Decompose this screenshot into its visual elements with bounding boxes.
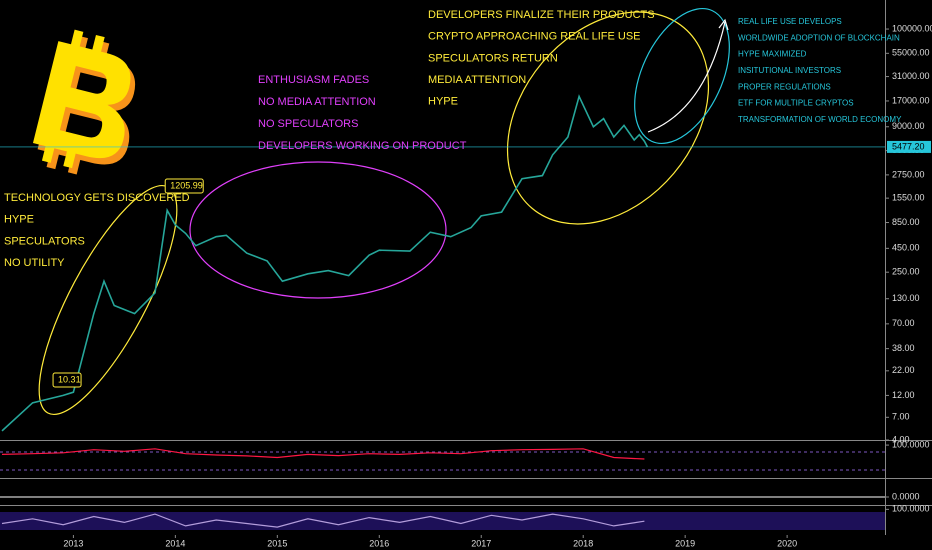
panel-separators [0, 0, 932, 535]
y-tick-label: 12.00 [892, 390, 915, 400]
y-tick-label: 9000.00 [892, 121, 925, 131]
annotation: TECHNOLOGY GETS DISCOVERED [4, 192, 190, 204]
y-tick-label: 100000.00 [892, 23, 932, 33]
price-label-box [52, 372, 82, 388]
y-tick-label: 100.0000 [892, 504, 930, 514]
x-tick-label: 2018 [573, 538, 593, 548]
annotation: NO MEDIA ATTENTION [258, 96, 376, 108]
x-tick-label: 2020 [777, 538, 797, 548]
y-tick-label: 2750.00 [892, 169, 925, 179]
oscillator-band [0, 512, 885, 530]
annotation: WORLDWIDE ADOPTION OF BLOCKCHAIN [738, 33, 900, 42]
y-tick-label: 31000.00 [892, 71, 930, 81]
bitcoin-logo [32, 29, 135, 175]
x-tick-label: 2013 [63, 538, 83, 548]
last-price-label: 5477.20 [892, 141, 925, 151]
price-label: 10.31 [58, 374, 81, 384]
annotation: TRANSFORMATION OF WORLD ECONOMY [738, 115, 902, 124]
annotation: PROPER REGULATIONS [738, 82, 831, 91]
annotation-shapes [38, 7, 730, 416]
y-tick-label: 4.00 [892, 434, 910, 444]
annotation: INSITUTIONAL INVESTORS [738, 66, 841, 75]
y-tick-label: 250.00 [892, 267, 920, 277]
price-line [1, 448, 645, 460]
y-tick-label: 55000.00 [892, 48, 930, 58]
y-tick-label: 0.0000 [892, 491, 920, 501]
x-tick-label: 2017 [471, 538, 491, 548]
x-tick-label: 2015 [267, 538, 287, 548]
annotation: MEDIA ATTENTION [428, 74, 526, 86]
last-price-box [887, 140, 931, 153]
annotation: NO UTILITY [4, 257, 65, 269]
price-label-box [164, 178, 204, 194]
x-tick-label: 2014 [165, 538, 185, 548]
annotation: DEVELOPERS WORKING ON PRODUCT [258, 140, 467, 152]
annotation: CRYPTO APPROACHING REAL LIFE USE [428, 31, 641, 43]
y-tick-label: 38.00 [892, 343, 915, 353]
x-tick-label: 2019 [675, 538, 695, 548]
y-tick-label: 17000.00 [892, 95, 930, 105]
annotation: HYPE [4, 214, 34, 226]
annotation: HYPE [428, 96, 458, 108]
annotation: ETF FOR MULTIPLE CRYPTOS [738, 99, 854, 108]
x-tick-label: 2016 [369, 538, 389, 548]
annotation: SPECULATORS [4, 235, 85, 247]
y-tick-label: 70.00 [892, 318, 915, 328]
price-line [1, 94, 649, 432]
y-tick-label: 7.00 [892, 412, 910, 422]
y-tick-label: 22.00 [892, 365, 915, 375]
annotation: HYPE MAXIMIZED [738, 50, 807, 59]
y-tick-label: 1550.00 [892, 193, 925, 203]
annotation: ENTHUSIASM FADES [258, 74, 369, 86]
price-line [1, 513, 645, 528]
annotation: REAL LIFE USE DEVELOPS [738, 17, 842, 26]
y-tick-label: 850.00 [892, 217, 920, 227]
price-label: 1205.99 [170, 180, 203, 190]
annotation: NO SPECULATORS [258, 118, 358, 130]
y-tick-label: 130.00 [892, 293, 920, 303]
annotation: SPECULATORS RETURN [428, 52, 558, 64]
y-tick-label: 450.00 [892, 243, 920, 253]
y-tick-label: 100.0000 [892, 439, 930, 449]
annotation: DEVELOPERS FINALIZE THEIR PRODUCTS [428, 9, 655, 21]
